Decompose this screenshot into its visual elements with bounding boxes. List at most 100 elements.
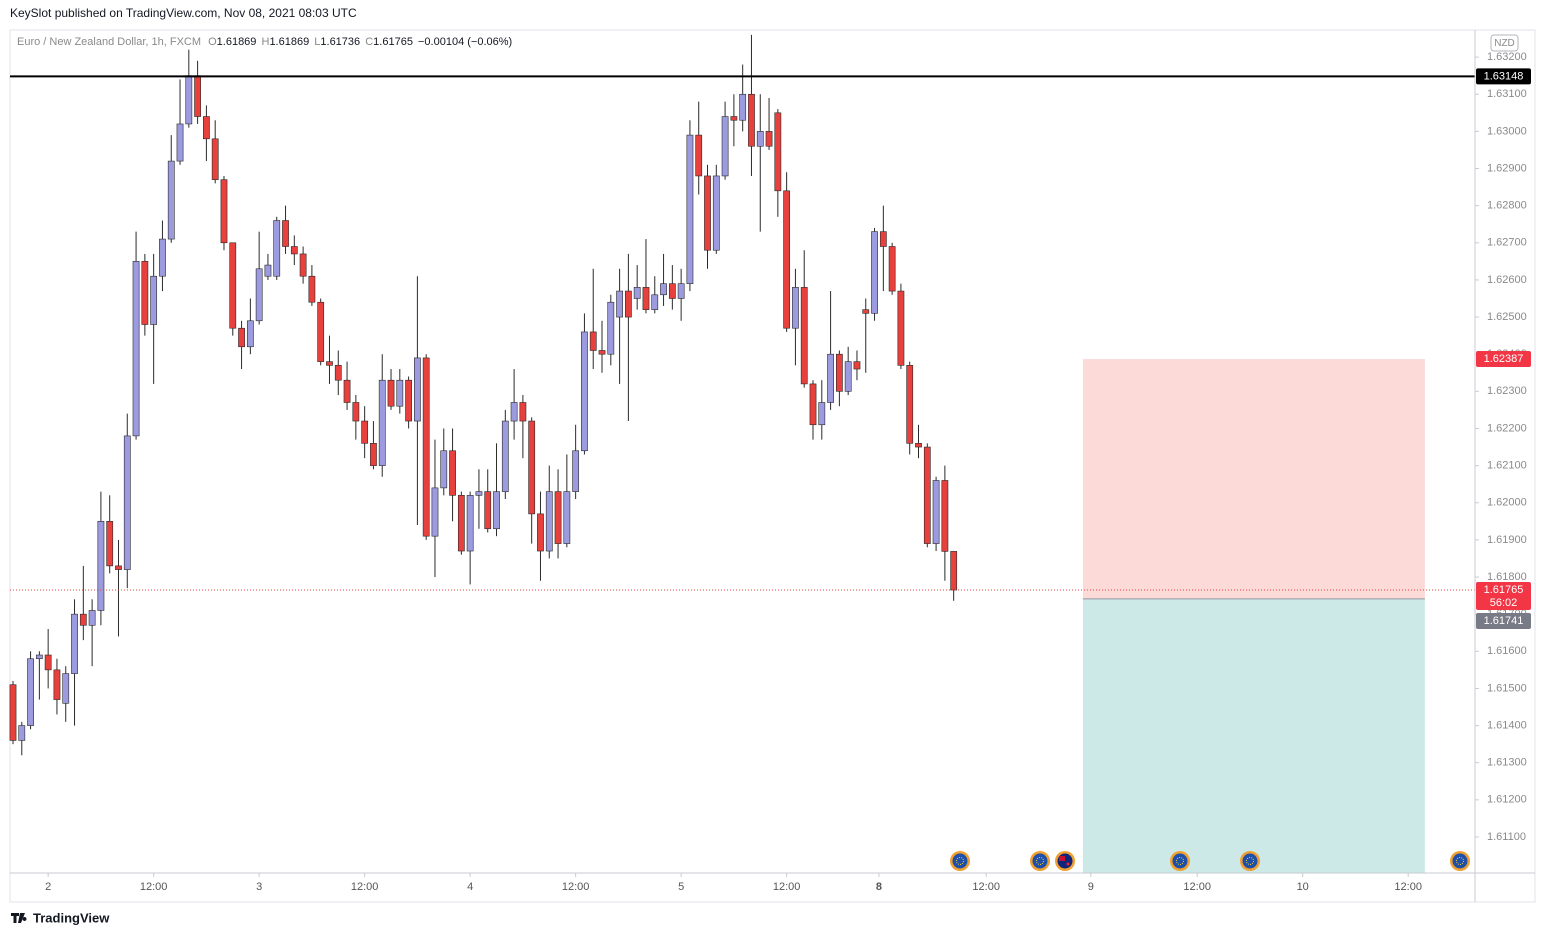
y-tick-label: 1.62500 (1487, 311, 1527, 323)
candle-body (739, 93, 747, 121)
event-icon[interactable] (950, 851, 970, 871)
legend-key: H (261, 36, 269, 48)
candle-body (317, 301, 325, 362)
candle-body (501, 420, 509, 492)
candle-body (414, 357, 421, 422)
candle-body (290, 246, 298, 255)
candle-body (396, 379, 404, 407)
y-tick-label: 1.62000 (1487, 497, 1527, 509)
candle-body (651, 294, 659, 310)
candle-body (563, 491, 571, 544)
candle-body (510, 402, 518, 422)
candle-body (792, 287, 799, 329)
candle-body (836, 353, 843, 392)
level-tag (1476, 68, 1531, 85)
candle-body (475, 491, 483, 496)
candle-body (704, 175, 711, 251)
legend-value: 1.61869 (217, 36, 257, 48)
candle-body (660, 283, 667, 296)
legend-title: Euro / New Zealand Dollar, 1h, FXCM (17, 36, 201, 48)
stop-zone (1082, 359, 1425, 599)
currency-badge[interactable] (1490, 34, 1519, 52)
countdown-label: 56:02 (1490, 597, 1518, 609)
candle-body (589, 331, 597, 351)
candle-body (370, 443, 377, 466)
legend-key: O (208, 36, 217, 48)
event-icon[interactable] (1055, 851, 1075, 871)
brand-icon (11, 913, 27, 923)
x-tick-label: 12:00 (1394, 881, 1422, 893)
candle-body (18, 725, 26, 741)
candle-body (809, 383, 817, 426)
candle-body (88, 610, 96, 626)
candle-body (572, 450, 580, 492)
candle-body (871, 231, 878, 314)
candle-body (194, 75, 201, 117)
y-tick-label: 1.61200 (1487, 794, 1527, 806)
stop-tag-label: 1.62387 (1484, 353, 1524, 365)
candle-body (457, 495, 465, 552)
candle-body (27, 658, 34, 726)
y-tick-label: 1.61300 (1487, 757, 1527, 769)
candle-body (765, 131, 773, 147)
candle-body (827, 353, 834, 403)
event-icon[interactable] (1450, 851, 1470, 871)
candle-body (220, 179, 228, 244)
x-tick-label: 5 (678, 881, 684, 893)
event-icons (950, 851, 1470, 871)
candle-body (9, 684, 17, 741)
candle-body (932, 480, 940, 544)
y-tick-label: 1.62600 (1487, 274, 1527, 286)
candle-body (334, 365, 342, 381)
legend-key: C (365, 36, 373, 48)
candle-body (484, 491, 492, 530)
candle-body (79, 613, 87, 626)
legend-value: 1.61736 (320, 36, 360, 48)
published-line: KeySlot published on TradingView.com, No… (10, 6, 357, 20)
candle-body (625, 290, 632, 318)
x-tick-label: 2 (45, 881, 51, 893)
candle-body (150, 275, 158, 325)
candle-body (607, 301, 615, 355)
candle-body (246, 320, 254, 348)
candle-body (141, 261, 149, 325)
candle-body (519, 402, 527, 422)
event-icon[interactable] (1240, 851, 1260, 871)
candle-body (695, 134, 703, 177)
candle-body (888, 246, 896, 292)
background-layer (1082, 359, 1425, 873)
candle-body (545, 491, 553, 552)
x-tick-label: 12:00 (773, 881, 801, 893)
candle-layer (9, 34, 958, 756)
candle-body (106, 521, 114, 567)
brand-name: TradingView (33, 910, 110, 925)
candle-body (686, 134, 694, 284)
candle-body (115, 565, 122, 570)
candle-body (633, 287, 641, 299)
candle-body (528, 420, 536, 515)
candle-body (422, 357, 430, 537)
candle-body (229, 242, 237, 329)
x-tick-label: 12:00 (562, 881, 590, 893)
candle-body (906, 365, 914, 444)
entry-tag (1476, 613, 1531, 630)
event-icon[interactable] (1170, 851, 1190, 871)
candle-body (941, 480, 949, 552)
candle-body (431, 487, 439, 537)
candle-body (783, 190, 791, 329)
x-tick-label: 12:00 (140, 881, 168, 893)
candle-body (440, 450, 448, 489)
x-tick-label: 9 (1088, 881, 1094, 893)
candle-body (326, 361, 333, 366)
currency-label: NZD (1494, 38, 1515, 49)
event-icon[interactable] (1030, 851, 1050, 871)
candle-body (730, 116, 738, 121)
y-tick-label: 1.62300 (1487, 385, 1527, 397)
x-tick-label: 8 (876, 881, 882, 893)
y-tick-label: 1.61900 (1487, 534, 1527, 546)
candle-body (167, 160, 175, 240)
candle-body (405, 379, 412, 422)
brand-logo[interactable]: TradingView (11, 910, 110, 925)
candle-body (211, 138, 219, 180)
